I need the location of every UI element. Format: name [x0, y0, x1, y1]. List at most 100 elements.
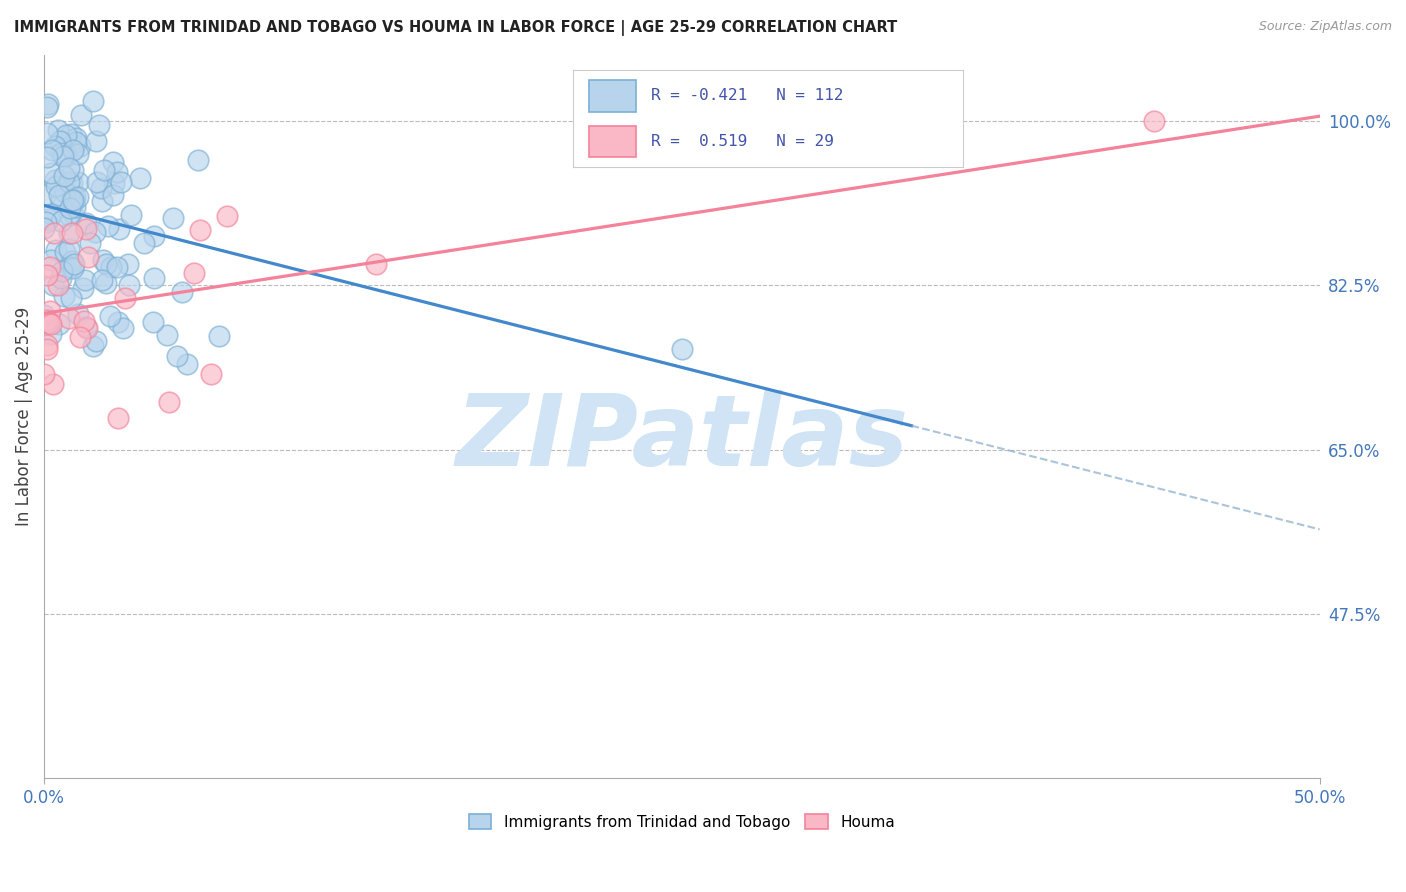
Point: [170, 285, 193, 300]
Point: [39, 317, 62, 331]
Point: [60, 205, 83, 219]
Point: [49, 213, 72, 227]
Point: [65, 130, 87, 145]
Point: [58, 161, 80, 176]
Point: [62, 163, 84, 178]
Point: [51, 264, 73, 278]
Point: [49, 146, 72, 161]
Point: [60, 226, 83, 240]
Point: [69, 329, 91, 343]
Point: [67, 175, 90, 189]
Point: [35, 126, 58, 140]
Point: [73, 314, 96, 328]
Point: [110, 175, 132, 189]
Point: [34, 367, 56, 381]
Point: [143, 228, 166, 243]
Point: [59, 127, 82, 141]
Point: [37, 96, 59, 111]
Point: [114, 291, 136, 305]
Point: [69, 108, 91, 122]
Point: [60, 176, 83, 190]
Point: [35, 338, 58, 352]
Point: [75, 273, 97, 287]
Point: [48, 123, 70, 137]
Point: [35, 268, 58, 282]
Point: [118, 278, 141, 293]
Point: [87, 118, 110, 132]
Point: [103, 154, 125, 169]
Point: [79, 235, 101, 250]
Point: [143, 271, 166, 285]
Point: [215, 209, 238, 223]
Point: [187, 153, 209, 167]
Point: [96, 276, 118, 290]
Point: [82, 339, 104, 353]
Point: [208, 328, 231, 343]
Point: [67, 146, 90, 161]
Point: [97, 219, 120, 233]
Point: [108, 222, 131, 236]
Point: [42, 278, 65, 293]
Point: [45, 178, 67, 193]
Point: [44, 173, 66, 187]
Point: [34, 220, 56, 235]
Point: [58, 208, 80, 222]
Point: [62, 257, 84, 271]
Point: [41, 326, 63, 341]
Point: [53, 289, 76, 303]
Legend: Immigrants from Trinidad and Tobago, Houma: Immigrants from Trinidad and Tobago, Hou…: [463, 808, 901, 836]
Point: [96, 257, 118, 271]
Point: [58, 242, 80, 256]
Point: [59, 201, 82, 215]
Point: [76, 250, 98, 264]
Point: [105, 164, 128, 178]
Point: [72, 281, 94, 295]
Point: [82, 94, 104, 108]
Point: [38, 304, 60, 318]
Point: [46, 277, 69, 292]
Point: [39, 166, 62, 180]
Point: [76, 321, 98, 335]
Point: [162, 211, 184, 225]
Point: [86, 134, 108, 148]
Point: [120, 208, 142, 222]
Point: [75, 216, 97, 230]
Point: [67, 190, 90, 204]
Point: [86, 175, 108, 189]
Point: [48, 188, 70, 202]
Point: [107, 411, 129, 425]
Point: [117, 257, 139, 271]
Point: [112, 321, 135, 335]
Point: [912, 114, 935, 128]
Point: [63, 200, 86, 214]
Point: [39, 260, 62, 275]
Point: [90, 181, 112, 195]
Point: [32, 308, 55, 322]
Point: [188, 223, 211, 237]
Point: [48, 317, 70, 331]
Point: [91, 273, 114, 287]
Point: [100, 260, 122, 274]
Point: [38, 316, 60, 330]
Point: [101, 188, 124, 202]
Point: [183, 266, 205, 280]
Point: [49, 271, 72, 285]
Point: [35, 215, 58, 229]
Point: [37, 100, 59, 114]
Point: [142, 315, 165, 329]
Point: [128, 171, 150, 186]
Point: [98, 310, 121, 324]
Point: [134, 235, 156, 250]
Point: [60, 291, 83, 305]
Point: [60, 254, 83, 268]
Point: [75, 319, 97, 334]
Point: [38, 212, 60, 227]
Point: [83, 226, 105, 240]
Point: [671, 342, 693, 356]
Point: [364, 258, 387, 272]
Point: [58, 226, 80, 240]
Point: [62, 144, 84, 158]
Point: [55, 149, 77, 163]
Point: [166, 349, 188, 363]
Point: [53, 169, 76, 183]
